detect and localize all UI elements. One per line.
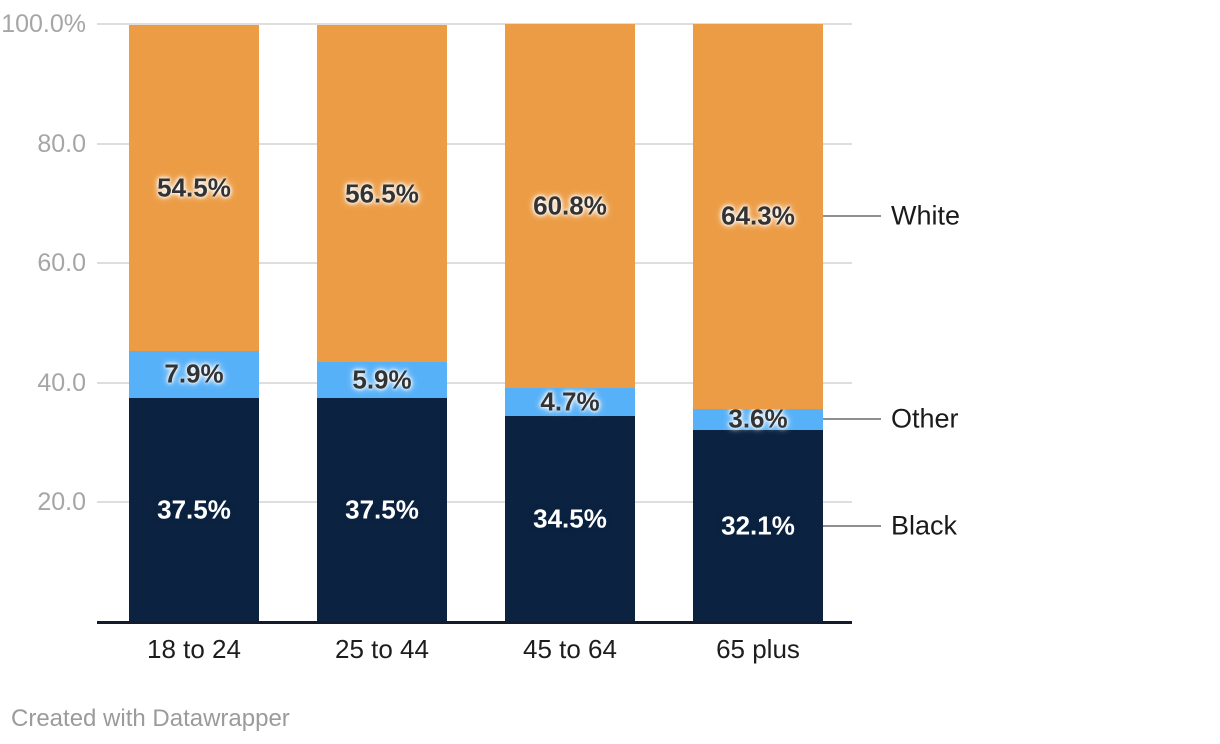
x-axis-category-label: 45 to 64	[523, 634, 617, 664]
bar-segment-other	[317, 362, 447, 398]
value-label: 37.5%	[157, 494, 231, 525]
gridline	[97, 262, 852, 265]
value-label: 37.5%	[345, 494, 419, 525]
x-axis-line	[97, 621, 852, 624]
bar-segment-black	[693, 430, 823, 622]
bar-segment-other	[129, 350, 259, 398]
bar-segment-black	[129, 397, 259, 622]
bar-segment-other	[505, 387, 635, 416]
legend-connector-line	[823, 418, 881, 421]
value-label: 64.3%	[721, 200, 795, 231]
bar-segment-black	[317, 397, 447, 622]
value-label: 5.9%	[352, 364, 412, 395]
value-label: 60.8%	[533, 190, 607, 221]
gridline	[97, 381, 852, 384]
bar-segment-other	[693, 408, 823, 431]
y-axis-tick-label: 60.0	[37, 249, 86, 278]
gridline	[97, 501, 852, 504]
bar-segment-white	[129, 24, 259, 351]
value-label: 4.7%	[540, 386, 600, 417]
bar-segment-white	[317, 24, 447, 363]
bar-segment-white	[505, 24, 635, 388]
legend-connector-line	[823, 525, 881, 528]
y-axis-tick-label: 80.0	[37, 129, 86, 158]
legend-label-white: White	[891, 200, 961, 231]
value-label: 7.9%	[164, 358, 224, 389]
x-axis-category-label: 65 plus	[716, 634, 800, 664]
bar-segment-black	[505, 415, 635, 622]
y-axis-tick-label: 20.0	[37, 488, 86, 517]
gridline	[97, 142, 852, 145]
value-label: 34.5%	[533, 503, 607, 534]
value-label: 3.6%	[728, 403, 788, 434]
y-axis-tick-label: 40.0	[37, 368, 86, 397]
y-axis-tick-label: 100.0%	[1, 10, 86, 38]
x-axis-category-label: 18 to 24	[147, 634, 241, 664]
legend-connector-line	[823, 215, 881, 218]
legend-label-black: Black	[891, 510, 958, 541]
bar-segment-white	[693, 24, 823, 409]
datawrapper-credit[interactable]: Created with Datawrapper	[11, 705, 290, 732]
gridline	[97, 23, 852, 25]
value-label: 32.1%	[721, 510, 795, 541]
value-label: 54.5%	[157, 172, 231, 203]
value-label: 56.5%	[345, 178, 419, 209]
x-axis-category-label: 25 to 44	[335, 634, 429, 664]
legend-label-other: Other	[891, 403, 959, 434]
